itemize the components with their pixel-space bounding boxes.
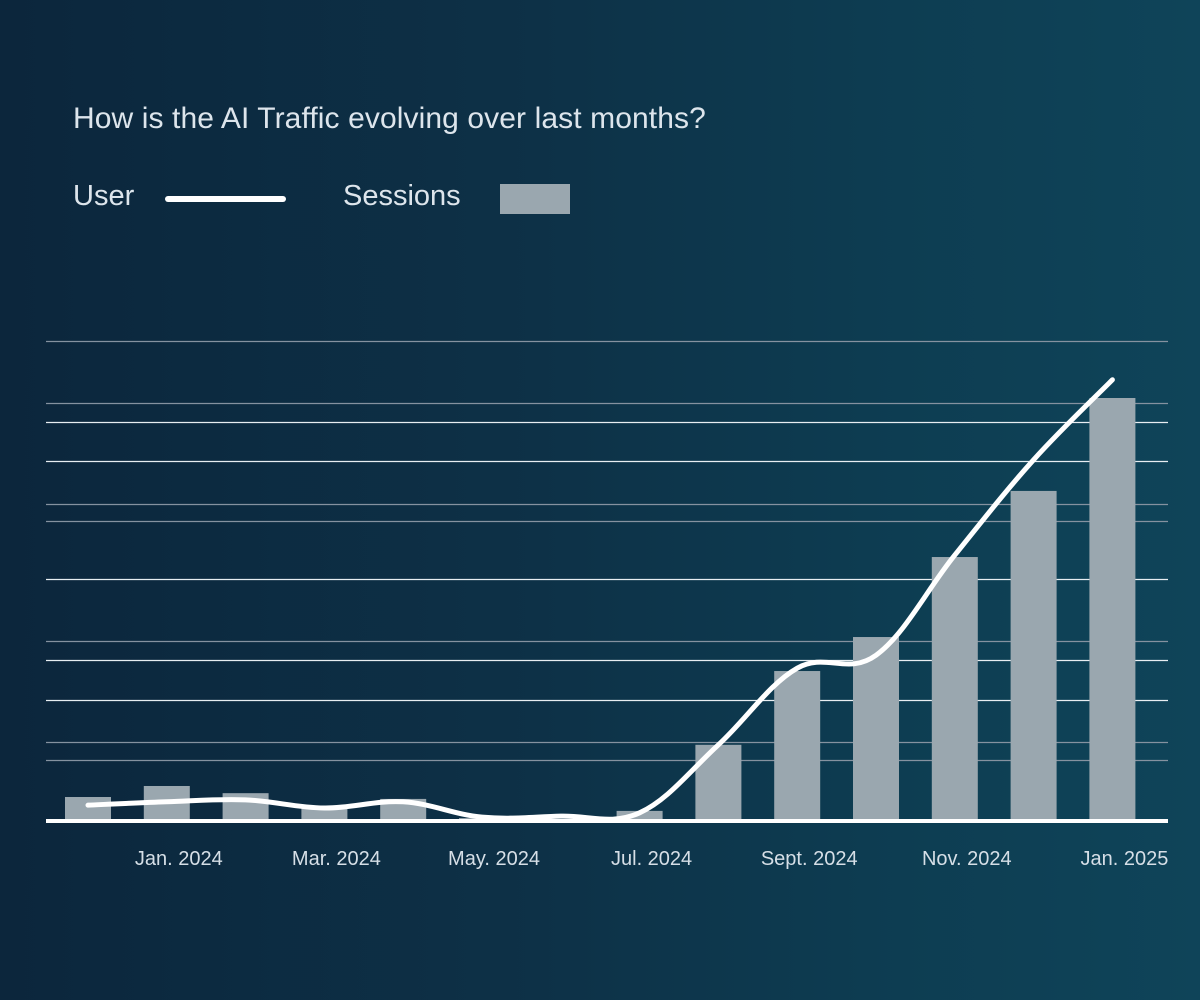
sessions-bar [853, 637, 899, 820]
legend-user-label: User [73, 180, 135, 212]
sessions-bar [301, 808, 348, 820]
gridlines [46, 340, 1168, 762]
sessions-bar [1010, 490, 1057, 820]
user-line [85, 377, 1115, 822]
x-tick-label: Sept. 2024 [761, 848, 858, 870]
user-line-group [85, 377, 1115, 822]
x-tick-label: Nov. 2024 [922, 848, 1012, 870]
x-tick-labels: Jan. 2024 Mar. 2024 May. 2024 Jul. 2024 Sept… [135, 848, 1168, 870]
x-tick-label: Jan. 2024 [135, 848, 223, 870]
x-axis-baseline [46, 819, 1168, 823]
x-axis-baseline-group [46, 819, 1168, 823]
sessions-bars [65, 398, 1136, 820]
legend-user-line-swatch [165, 196, 286, 202]
x-tick-label: Jul. 2024 [611, 848, 692, 870]
legend-sessions-label: Sessions [343, 180, 461, 212]
sessions-bar [774, 671, 821, 820]
chart-title: How is the AI Traffic evolving over last… [73, 102, 706, 135]
sessions-bar [65, 797, 111, 820]
sessions-bar [695, 744, 742, 820]
sessions-bar [1089, 398, 1136, 820]
sessions-bar [931, 557, 978, 820]
x-tick-label: Jan. 2025 [1080, 848, 1168, 870]
x-tick-label: May. 2024 [448, 848, 540, 870]
legend-sessions-bar-swatch [500, 184, 570, 214]
x-tick-label: Mar. 2024 [292, 848, 381, 870]
